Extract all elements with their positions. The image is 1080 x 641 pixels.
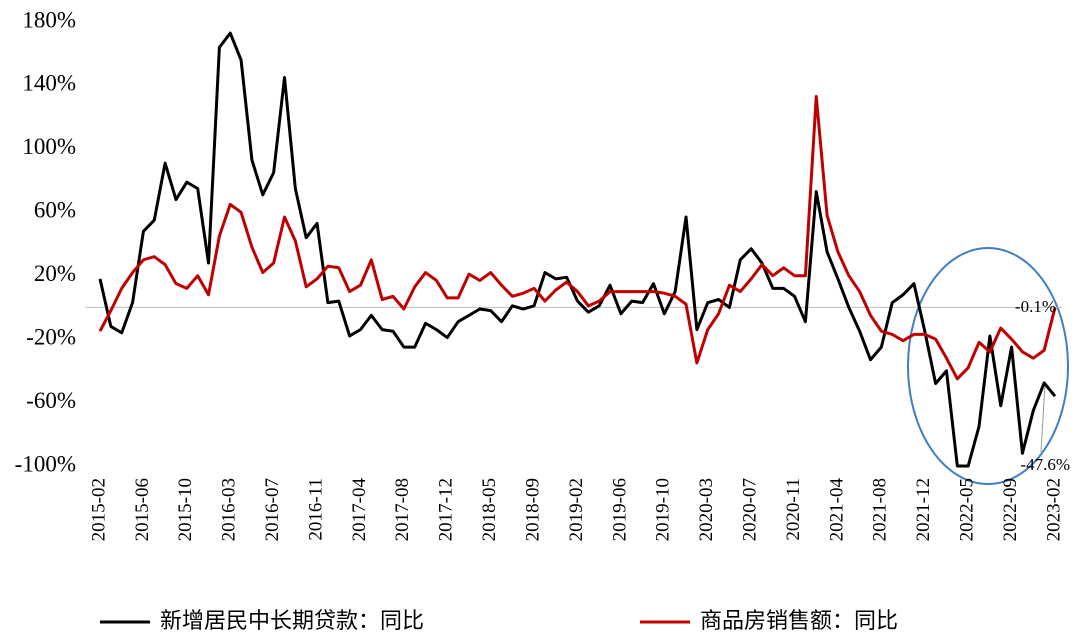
highlight-ellipse — [907, 247, 1069, 485]
series-line — [98, 31, 1057, 468]
x-tick-label: 2018-05 — [479, 478, 500, 541]
x-tick-label: 2015-02 — [88, 478, 109, 541]
y-tick-label: 180% — [22, 7, 76, 32]
x-tick-label: 2019-10 — [653, 478, 674, 541]
x-tick-label: 2022-05 — [957, 478, 978, 541]
series-line — [98, 95, 1057, 381]
y-tick-label: 20% — [34, 261, 76, 286]
y-tick-label: 60% — [34, 198, 76, 223]
legend-label: 新增居民中长期贷款：同比 — [160, 609, 424, 634]
annotation-leader — [1040, 383, 1046, 453]
annotation: -47.6% — [1020, 455, 1070, 474]
x-tick-label: 2021-04 — [826, 478, 847, 542]
x-tick-label: 2020-11 — [783, 478, 804, 541]
annotation: -0.1% — [1015, 297, 1056, 316]
x-tick-label: 2021-12 — [913, 478, 934, 541]
x-tick-label: 2017-04 — [349, 478, 370, 542]
x-tick-label: 2023-02 — [1043, 478, 1064, 541]
x-tick-label: 2016-03 — [219, 478, 240, 541]
y-tick-label: -60% — [26, 388, 76, 413]
y-tick-label: -100% — [15, 451, 76, 476]
x-tick-label: 2018-09 — [522, 478, 543, 541]
x-tick-label: 2020-03 — [696, 478, 717, 541]
x-tick-label: 2019-02 — [566, 478, 587, 541]
x-tick-label: 2016-11 — [305, 478, 326, 541]
x-tick-label: 2017-12 — [436, 478, 457, 541]
x-tick-label: 2020-07 — [739, 478, 760, 541]
x-tick-label: 2022-09 — [1000, 478, 1021, 541]
x-tick-label: 2019-06 — [609, 478, 630, 541]
x-tick-label: 2015-06 — [132, 478, 153, 541]
x-tick-label: 2017-08 — [392, 478, 413, 541]
x-tick-label: 2021-08 — [870, 478, 891, 541]
legend-label: 商品房销售额：同比 — [700, 609, 898, 634]
y-tick-label: -20% — [26, 324, 76, 349]
x-tick-label: 2016-07 — [262, 478, 283, 541]
y-tick-label: 140% — [22, 71, 76, 96]
y-tick-label: 100% — [22, 134, 76, 159]
x-tick-label: 2015-10 — [175, 478, 196, 541]
